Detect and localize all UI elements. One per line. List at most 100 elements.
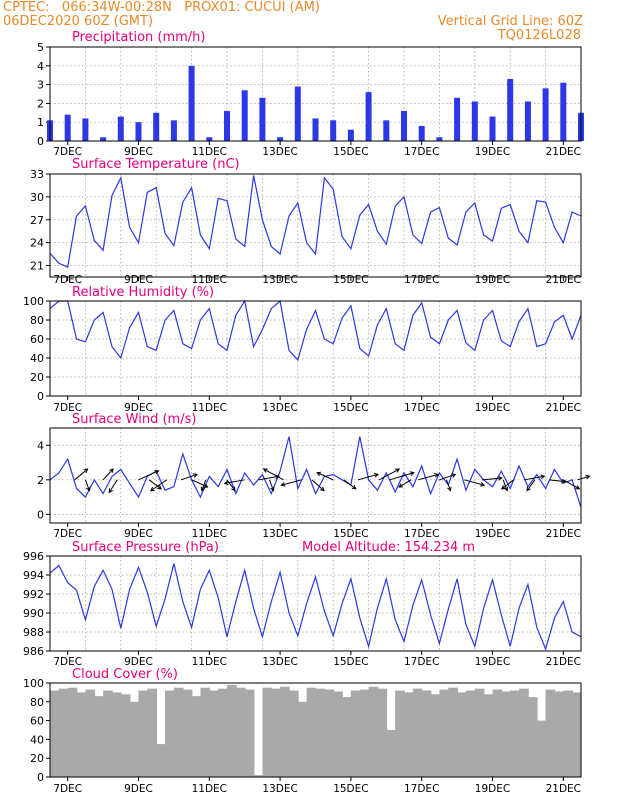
- wind-arrow-head: [498, 475, 503, 481]
- y-tick-label: 3: [37, 79, 44, 92]
- wind-arrow-head: [561, 478, 567, 484]
- panel-frame: [49, 682, 582, 778]
- series-line: [49, 563, 582, 651]
- wind-arrow: [501, 479, 515, 490]
- precip-bar: [206, 137, 213, 141]
- wind-arrow: [191, 479, 208, 488]
- y-tick-label: 5: [37, 41, 44, 54]
- y-tick-label: 996: [23, 550, 44, 563]
- panel-title: Relative Humidity (%): [72, 285, 214, 300]
- x-tick-label: 13DEC: [262, 146, 297, 158]
- wind-arrow: [84, 479, 90, 491]
- wind-arrow-head: [109, 468, 114, 474]
- x-tick-label: 19DEC: [475, 656, 510, 668]
- wind-arrow-head: [409, 471, 415, 476]
- y-tick-label: 33: [30, 168, 44, 181]
- y-tick-label: 100: [23, 677, 44, 690]
- cloud-bar: [421, 690, 432, 777]
- x-tick-label: 9DEC: [124, 146, 153, 158]
- cloud-bar: [235, 687, 246, 777]
- x-tick-label: 7DEC: [53, 402, 82, 414]
- precip-bar: [524, 101, 531, 141]
- x-tick-label: 7DEC: [53, 656, 82, 668]
- cloud-bar: [386, 730, 397, 777]
- cloud-bar: [297, 701, 308, 777]
- cloud-bar: [94, 696, 104, 777]
- cloud-bar: [324, 689, 335, 777]
- wind-arrow-head: [526, 486, 531, 492]
- cloud-bar: [563, 690, 574, 777]
- wind-arrow: [357, 473, 379, 481]
- cloud-bar: [554, 691, 565, 777]
- cloud-bar: [209, 690, 220, 777]
- panel-4: 986 988 990 992 994 996 7DEC 9DEC 11DEC 13DEC 15DE…: [23, 540, 582, 668]
- wind-arrow: [263, 468, 284, 481]
- precip-bar: [542, 88, 549, 141]
- y-tick-label: 4: [37, 60, 44, 73]
- cloud-bar: [218, 688, 228, 777]
- x-tick-label: 17DEC: [404, 146, 439, 158]
- cloud-bar: [288, 690, 299, 777]
- y-tick-label: 60: [30, 333, 44, 346]
- x-tick-label: 17DEC: [404, 402, 439, 414]
- wind-arrow-head: [270, 486, 275, 492]
- wind-arrow: [108, 479, 118, 493]
- precip-bar: [135, 122, 142, 141]
- panel-frame: [49, 173, 582, 278]
- wind-arrow: [563, 479, 580, 490]
- wind-arrow: [316, 472, 334, 481]
- cloud-bar: [501, 691, 512, 777]
- cloud-bar: [474, 688, 485, 777]
- y-tick-label: 2: [37, 474, 44, 487]
- y-tick-label: 40: [30, 352, 44, 365]
- cloud-bar: [342, 697, 352, 777]
- cloud-bar: [333, 691, 343, 777]
- x-tick-label: 7DEC: [53, 274, 82, 286]
- cloud-bar: [191, 696, 202, 777]
- x-tick-label: 21DEC: [546, 146, 581, 158]
- wind-arrow-head: [280, 482, 286, 487]
- y-tick-label: 60: [30, 715, 44, 728]
- wind-arrow: [418, 473, 439, 481]
- precip-bar: [330, 120, 337, 141]
- precip-bar: [259, 97, 266, 141]
- x-tick-label: 9DEC: [124, 656, 153, 668]
- wind-arrow-head: [262, 468, 268, 473]
- cloud-bar: [182, 689, 193, 777]
- cloud-bar: [483, 694, 494, 777]
- wind-arrow-head: [575, 485, 581, 490]
- header-model-id: TQ0126L028: [497, 28, 581, 43]
- cloud-bar: [129, 701, 140, 777]
- precip-bar: [436, 137, 443, 141]
- y-tick-label: 0: [37, 135, 44, 148]
- precip-bar: [117, 116, 124, 141]
- cloud-bar: [280, 686, 290, 777]
- wind-arrow-head: [373, 472, 379, 478]
- y-tick-label: 0: [37, 508, 44, 521]
- x-tick-label: 9DEC: [124, 528, 153, 540]
- wind-arrow: [201, 479, 207, 491]
- cloud-bar: [519, 688, 529, 777]
- cloud-bar: [439, 689, 450, 777]
- cloud-bar: [50, 690, 60, 777]
- x-tick-label: 17DEC: [404, 656, 439, 668]
- x-tick-label: 13DEC: [262, 402, 297, 414]
- cloud-bar: [76, 692, 87, 777]
- x-tick-label: 19DEC: [475, 783, 510, 795]
- wind-arrow-head: [316, 471, 322, 477]
- wind-arrow-head: [451, 473, 457, 478]
- header-station: CPTEC: 066:34W-00:28N PROX01: CUCUI (AM): [3, 0, 320, 15]
- x-tick-label: 7DEC: [53, 146, 82, 158]
- precip-bar: [277, 137, 284, 141]
- cloud-bar: [527, 697, 538, 777]
- panel-3: 0 2 4 7DEC 9DEC 11DEC 13DEC 15DEC 17DEC 19DEC 21DE…: [37, 412, 591, 540]
- wind-arrow-head: [86, 486, 91, 492]
- wind-arrow-head: [192, 473, 198, 478]
- y-tick-label: 20: [30, 371, 44, 384]
- precip-bar: [188, 65, 195, 141]
- precip-bar: [170, 120, 177, 141]
- y-tick-label: 24: [30, 237, 44, 250]
- x-tick-label: 15DEC: [333, 274, 368, 286]
- y-tick-label: 21: [30, 260, 44, 273]
